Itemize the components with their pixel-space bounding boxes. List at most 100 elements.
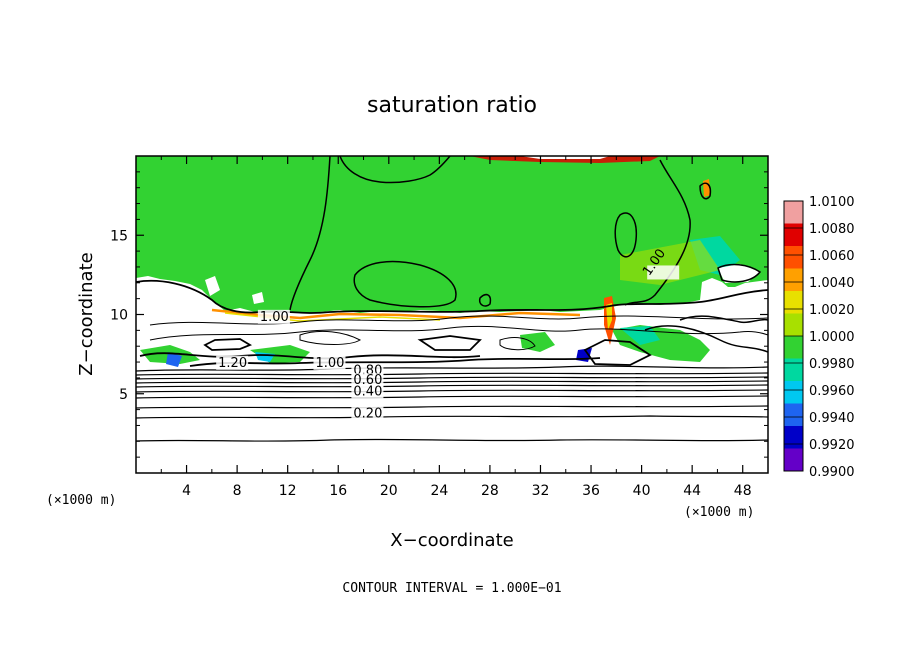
colorbar-label: 1.0020 <box>809 303 855 318</box>
contour-label-bg <box>216 355 249 370</box>
contour-label-bg <box>313 355 346 370</box>
contour-line <box>136 376 768 380</box>
contour-interval-note: CONTOUR INTERVAL = 1.000E−01 <box>342 581 561 596</box>
colorbar-swatch <box>784 313 803 337</box>
cloud-cell <box>478 293 492 307</box>
cloud-cell <box>299 330 362 345</box>
colorbar-label: 1.0000 <box>809 330 855 345</box>
x-tick-label: 12 <box>279 483 297 499</box>
x-tick-label: 32 <box>532 483 550 499</box>
contour-labels: 1.001.20 1.000.800.600.400.201.00 <box>216 246 680 422</box>
cloud-cell <box>699 182 712 200</box>
cloud-cell <box>644 325 768 353</box>
colorbar-swatch <box>784 381 803 404</box>
cloud-cell <box>417 335 482 351</box>
contour-line <box>149 325 768 341</box>
x-tick-label: 44 <box>683 483 701 499</box>
x-tick-label: 36 <box>582 483 600 499</box>
contour-line <box>136 372 768 376</box>
contour-line <box>136 389 768 393</box>
x-axis-label: X−coordinate <box>390 530 513 551</box>
colorbar-label: 0.9980 <box>809 357 855 372</box>
x-tick-label: 8 <box>233 483 242 499</box>
colorbar-label: 1.0080 <box>809 222 855 237</box>
colorbar-label: 1.0040 <box>809 276 855 291</box>
contour-line <box>149 315 768 326</box>
contour-label-bg <box>257 309 290 324</box>
cloud-cell <box>679 315 768 324</box>
contour-label: 1.00 <box>315 356 344 371</box>
contour-label: 1.00 <box>260 310 289 325</box>
colorbar-swatch <box>784 268 803 292</box>
white-island-2 <box>718 264 760 283</box>
cloud-cell <box>353 260 457 308</box>
y-tick-label: 15 <box>110 228 128 244</box>
cloud-boundary-1.00 <box>136 279 768 314</box>
contour-label: 1.20 <box>218 356 247 371</box>
contour-label-bg <box>351 373 384 388</box>
colorbar-swatch <box>784 291 803 314</box>
x-tick-label: 48 <box>734 483 752 499</box>
saturated-region-patch <box>520 332 555 352</box>
contour-label: 0.40 <box>353 384 382 399</box>
cloud-cell <box>499 337 536 351</box>
x-tick-label: 24 <box>430 483 448 499</box>
cloud-cell <box>624 159 691 306</box>
chart-title: saturation ratio <box>367 93 537 118</box>
colorbar-label: 0.9900 <box>809 465 855 480</box>
x-tick-label: 4 <box>182 483 191 499</box>
contour-line <box>136 365 768 372</box>
colorbar-label: 0.9960 <box>809 384 855 399</box>
cloud-cell <box>717 263 762 283</box>
contour-line-1.20 <box>189 357 601 367</box>
x-tick-label: 16 <box>329 483 347 499</box>
cloud-cell <box>289 156 331 311</box>
y-axis-label: Z−coordinate <box>76 252 97 375</box>
colorbar-swatch <box>784 358 803 382</box>
contour-line-1.00-low <box>139 352 481 360</box>
cloud-cell <box>583 339 652 366</box>
contour-line <box>136 380 768 384</box>
y-tick-label: 10 <box>110 308 128 324</box>
colorbar-swatch <box>784 426 803 449</box>
white-island-1 <box>205 276 220 296</box>
contour-lines <box>136 156 768 442</box>
contour-line <box>136 415 768 419</box>
contour-label: 0.20 <box>353 407 382 422</box>
colorbar-swatch <box>784 223 803 247</box>
colorbar-label: 1.0100 <box>809 195 855 210</box>
x-unit-label-right: (×1000 m) <box>684 505 754 520</box>
x-tick-label: 20 <box>380 483 398 499</box>
contour-line <box>136 405 768 409</box>
colorbar-label: 0.9940 <box>809 411 855 426</box>
colorbar: 1.0100 1.0080 1.0060 1.0040 1.0020 1.0000 0.99… <box>783 195 855 480</box>
x-axis: 4 8 12 16 20 24 28 32 36 40 44 48 <box>160 156 752 499</box>
contour-label-bg <box>351 406 384 421</box>
saturated-region <box>136 156 768 313</box>
contour-label-bg <box>647 265 680 280</box>
cloud-cell <box>203 338 253 351</box>
x-tick-label: 28 <box>481 483 499 499</box>
contour-line <box>136 438 768 442</box>
y-tick-label: 5 <box>119 387 128 403</box>
plot-field <box>136 156 768 473</box>
contour-line <box>136 395 768 399</box>
colorbar-swatch <box>784 336 803 359</box>
cloud-cell <box>339 156 451 184</box>
colorbar-label: 1.0060 <box>809 249 855 264</box>
colorbar-swatch <box>784 403 803 427</box>
colorbar-swatch <box>784 201 803 224</box>
colorbar-label: 0.9920 <box>809 438 855 453</box>
lightgreen-band <box>620 240 720 285</box>
white-island-3 <box>252 292 264 304</box>
supersaturated-top <box>470 156 660 163</box>
contour-label-bg <box>351 384 384 399</box>
colorbar-swatch <box>784 246 803 269</box>
x-tick-label: 40 <box>633 483 651 499</box>
blue-patch-left <box>166 352 182 367</box>
y-axis: 5 10 15 <box>110 171 768 458</box>
x-unit-label-left: (×1000 m) <box>46 493 116 508</box>
colorbar-swatch <box>784 448 803 472</box>
contour-line <box>136 384 768 388</box>
